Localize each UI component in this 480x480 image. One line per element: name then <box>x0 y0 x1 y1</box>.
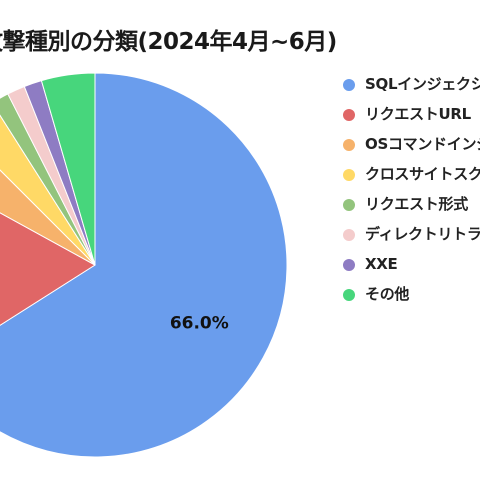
slice-value-label-0: 66.0% <box>170 313 229 333</box>
legend-item[interactable]: リクエスト形式 <box>343 190 480 220</box>
legend-swatch <box>343 79 355 91</box>
legend-swatch <box>343 289 355 301</box>
legend-swatch <box>343 109 355 121</box>
legend-swatch <box>343 229 355 241</box>
legend-swatch <box>343 139 355 151</box>
legend-label: リクエスト形式 <box>365 195 468 213</box>
legend-swatch <box>343 169 355 181</box>
legend-item[interactable]: XXE <box>343 250 480 280</box>
legend-item[interactable]: クロスサイトスクリプティング <box>343 160 480 190</box>
legend-label: ディレクトリトラバーサル <box>365 225 480 243</box>
legend-swatch <box>343 259 355 271</box>
chart-legend: SQLインジェクションリクエストURL OSコマンドインジェクションクロスサイトス… <box>343 70 480 310</box>
legend-item[interactable]: ディレクトリトラバーサル <box>343 220 480 250</box>
legend-item[interactable]: OSコマンドインジェクション <box>343 130 480 160</box>
legend-label: XXE <box>365 255 398 273</box>
pie-slice-7 <box>40 72 96 266</box>
pie-slice-0 <box>0 72 288 458</box>
pie-slice-1 <box>0 212 96 326</box>
legend-label: クロスサイトスクリプティング <box>365 165 480 183</box>
legend-swatch <box>343 199 355 211</box>
legend-item[interactable]: SQLインジェクション <box>343 70 480 100</box>
legend-label: SQLインジェクション <box>365 75 480 93</box>
legend-label: その他 <box>365 285 410 303</box>
legend-label: OSコマンドインジェクション <box>365 135 480 153</box>
legend-item[interactable]: リクエストURL <box>343 100 480 130</box>
legend-label: リクエストURL <box>365 105 471 123</box>
chart-title: 攻撃種別の分類(2024年4月~6月) <box>0 29 337 55</box>
legend-item[interactable]: その他 <box>343 280 480 310</box>
